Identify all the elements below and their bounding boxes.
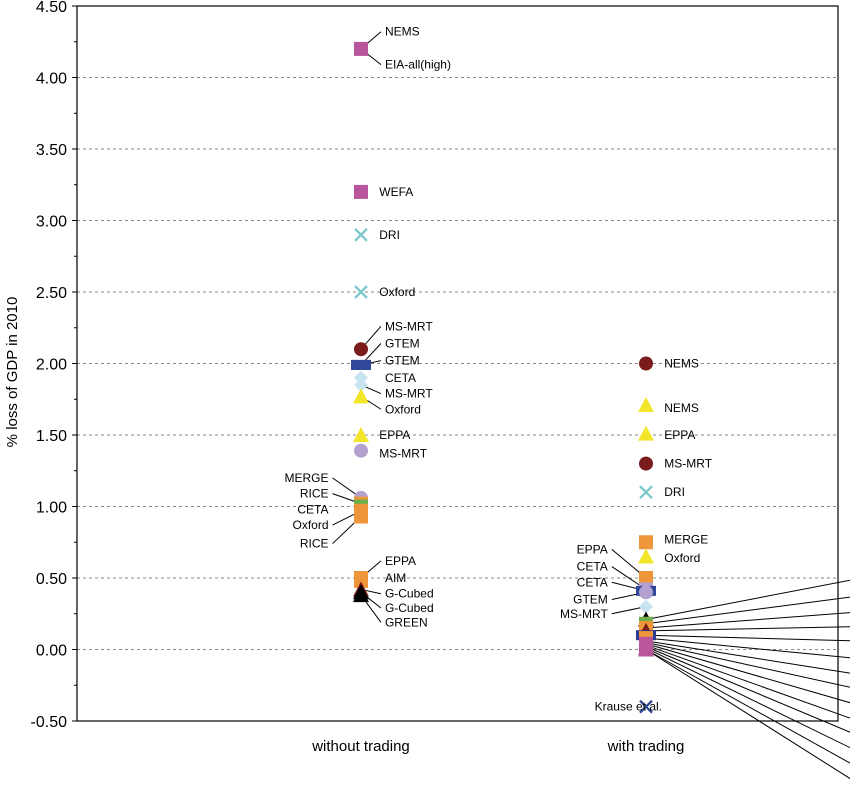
plot-frame (76, 5, 839, 722)
point-label: CETA (297, 502, 328, 516)
leader-line (645, 637, 850, 659)
point-label: MS-MRT (385, 319, 433, 333)
y-tick-labels: 4.50 4.00 3.50 3.00 2.50 2.00 1.50 1.00 0.50 0.00… (31, 0, 68, 731)
point-label: G-Cubed (385, 587, 434, 601)
y-tick-label: 2.50 (36, 285, 67, 302)
data-point-square (354, 509, 368, 524)
y-tick-label: 3.50 (36, 142, 67, 159)
y-tick-label: 0.50 (36, 571, 67, 588)
y-tick-label: 4.00 (36, 71, 67, 88)
data-point-triangle (638, 548, 654, 564)
data-point-square (354, 573, 368, 588)
point-label: NEMS (664, 357, 699, 371)
data-point-triangle (638, 425, 654, 441)
point-label: EPPA (664, 428, 695, 442)
y-tick-label: 4.50 (36, 0, 67, 16)
point-label: EIA-all(high) (385, 58, 451, 72)
data-point-triangle (353, 427, 369, 442)
point-label: EPPA (577, 542, 608, 556)
point-label: NEMS (664, 401, 699, 415)
point-label: MS-MRT (664, 457, 712, 471)
y-tick-label: 1.00 (36, 500, 67, 517)
data-point-square (639, 571, 653, 585)
data-point-square (354, 184, 368, 199)
point-label: MS-MRT (560, 607, 608, 621)
y-tick-label: -0.50 (31, 714, 68, 731)
point-label: DRI (379, 228, 400, 242)
point-label: GTEM (385, 354, 420, 368)
point-label: MS-MRT (379, 447, 427, 461)
data-point-triangle (353, 587, 369, 603)
point-label: G-Cubed (385, 601, 434, 615)
data-point-diamond (354, 377, 368, 392)
point-label: CETA (577, 560, 608, 574)
data-point-x (354, 285, 368, 299)
data-markers (351, 41, 656, 714)
data-point-triangle (353, 388, 369, 404)
leader-line (645, 626, 850, 632)
point-label: Krause et al. (595, 700, 662, 714)
point-label: MERGE (284, 471, 328, 485)
leader-line (645, 634, 850, 642)
point-label: EPPA (385, 554, 416, 568)
leader-line (645, 646, 850, 733)
point-label: MS-MRT (385, 387, 433, 401)
data-point-square (639, 535, 653, 550)
data-point-diamond (354, 370, 368, 385)
leader-lines (332, 31, 850, 780)
leader-line (645, 647, 850, 749)
point-label: CETA (385, 371, 416, 385)
point-label: AIM (385, 571, 406, 585)
point-label: RICE (300, 487, 329, 501)
y-tick-label: 1.50 (36, 428, 67, 445)
point-label: Oxford (664, 551, 700, 565)
y-tick-label: 3.00 (36, 214, 67, 231)
data-point-circle (639, 356, 653, 371)
grid-lines (77, 77, 838, 650)
leader-line (645, 641, 850, 688)
point-label: GREEN (385, 615, 428, 629)
point-label: Oxford (292, 518, 328, 532)
point-label: EPPA (379, 428, 410, 442)
category-label: with trading (607, 738, 685, 755)
category-label: without trading (311, 738, 410, 755)
point-label: GTEM (385, 336, 420, 350)
data-point-x (639, 699, 653, 714)
category-labels: without trading with trading (311, 738, 684, 755)
point-label: WEFA (379, 185, 413, 199)
data-point-circle (354, 443, 368, 458)
data-point-circle (639, 456, 653, 471)
point-label: DRI (664, 485, 685, 499)
data-point-circle (354, 342, 368, 357)
data-point-x (639, 485, 653, 500)
y-tick-label: 2.00 (36, 357, 67, 374)
point-label: NEMS (385, 25, 420, 39)
leader-line (645, 579, 850, 620)
leader-line (645, 612, 850, 629)
point-label: Oxford (385, 402, 421, 416)
leader-line (645, 640, 850, 674)
data-point-circle (639, 585, 653, 600)
data-point-square (354, 41, 368, 56)
point-label: RICE (300, 537, 329, 551)
leader-line (645, 596, 850, 625)
point-label: MERGE (664, 532, 708, 546)
point-label: Oxford (379, 285, 415, 299)
point-label: GTEM (573, 592, 608, 606)
leader-line (645, 649, 850, 764)
leader-line (645, 643, 850, 704)
y-axis-label: % loss of GDP in 2010 (4, 297, 21, 448)
data-point-rect (351, 359, 371, 370)
point-label: CETA (577, 575, 608, 589)
axes (72, 5, 839, 722)
leader-line (645, 644, 850, 719)
data-point-diamond (639, 599, 653, 614)
data-point-triangle (638, 396, 654, 412)
leader-line (645, 649, 850, 780)
data-point-x (354, 227, 368, 242)
data-point-square (639, 642, 653, 657)
point-labels: NEMSEIA-all(high)WEFADRIOxfordMS-MRTGTEM… (284, 25, 712, 714)
y-tick-label: 0.00 (36, 643, 67, 660)
